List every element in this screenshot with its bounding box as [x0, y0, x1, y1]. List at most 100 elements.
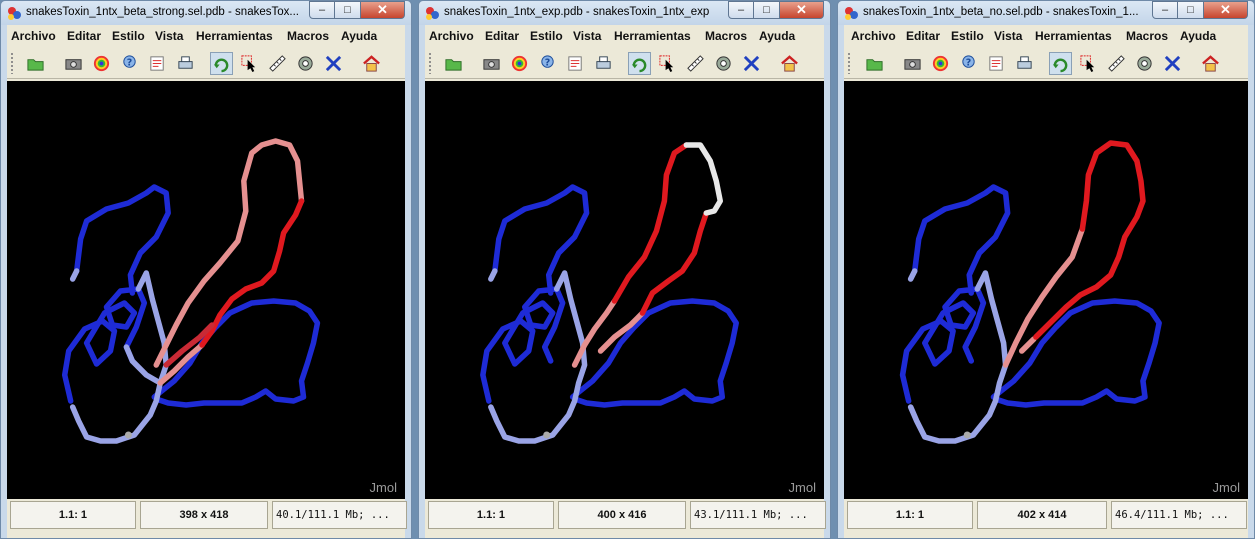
- backbone-segment-light-blue: [907, 268, 1009, 444]
- jmol-watermark: Jmol: [788, 480, 816, 495]
- maximize-button[interactable]: □: [754, 1, 780, 19]
- status-frame: 1.1: 1: [847, 501, 973, 529]
- rainbow-button[interactable]: [90, 52, 113, 75]
- home-button[interactable]: [778, 52, 801, 75]
- script-button[interactable]: [564, 52, 587, 75]
- rotate-button[interactable]: [1049, 52, 1072, 75]
- open-button[interactable]: [442, 52, 465, 75]
- help-icon: ?: [123, 55, 136, 68]
- menu-herramientas[interactable]: Herramientas: [614, 29, 691, 43]
- minimize-button[interactable]: –: [309, 1, 335, 19]
- menu-archivo[interactable]: Archivo: [429, 29, 474, 43]
- menu-editar[interactable]: Editar: [906, 29, 941, 43]
- backbone-segment-pink: [571, 298, 646, 368]
- svg-text:?: ?: [127, 57, 133, 68]
- title-bar[interactable]: snakesToxin_1ntx_exp.pdb - snakesToxin_1…: [419, 1, 830, 25]
- export-image-button[interactable]: [901, 52, 924, 75]
- print-button[interactable]: [174, 52, 197, 75]
- menu-archivo[interactable]: Archivo: [851, 29, 896, 43]
- script-button[interactable]: [985, 52, 1008, 75]
- pick-button[interactable]: [238, 52, 261, 75]
- close-button[interactable]: ✕: [361, 1, 405, 19]
- script-icon: [150, 56, 164, 71]
- menu-estilo[interactable]: Estilo: [112, 29, 145, 43]
- export-image-button[interactable]: [480, 52, 503, 75]
- menu-vista[interactable]: Vista: [994, 29, 1023, 43]
- molecule-viewer[interactable]: Jmol: [844, 81, 1248, 499]
- close-button[interactable]: ✕: [1204, 1, 1248, 19]
- toolbar-grip[interactable]: [10, 52, 14, 74]
- home-button[interactable]: [360, 52, 383, 75]
- delete-button[interactable]: [322, 52, 345, 75]
- menu-editar[interactable]: Editar: [67, 29, 102, 43]
- print-button[interactable]: [1013, 52, 1036, 75]
- maximize-button[interactable]: □: [335, 1, 361, 19]
- measure-button[interactable]: [1105, 52, 1128, 75]
- measure-button[interactable]: [266, 52, 289, 75]
- status-memory: 46.4/111.1 Mb; ...: [1111, 501, 1247, 529]
- menu-macros[interactable]: Macros: [1126, 29, 1169, 43]
- menu-herramientas[interactable]: Herramientas: [196, 29, 273, 43]
- home-button[interactable]: [1199, 52, 1222, 75]
- maximize-icon: □: [763, 4, 770, 16]
- minimize-icon: –: [737, 4, 745, 16]
- menu-ayuda[interactable]: Ayuda: [759, 29, 796, 43]
- spin-button[interactable]: [712, 52, 735, 75]
- pick-button[interactable]: [656, 52, 679, 75]
- menu-bar: Archivo Editar Estilo Vista Herramientas…: [844, 25, 1248, 47]
- print-icon: [596, 56, 611, 69]
- measure-button[interactable]: [684, 52, 707, 75]
- menu-estilo[interactable]: Estilo: [530, 29, 563, 43]
- rainbow-icon: [93, 55, 110, 72]
- menu-vista[interactable]: Vista: [155, 29, 184, 43]
- close-button[interactable]: ✕: [780, 1, 824, 19]
- backbone-segment-blue-left: [899, 184, 1011, 404]
- maximize-button[interactable]: □: [1178, 1, 1204, 19]
- print-icon: [178, 56, 193, 69]
- print-button[interactable]: [592, 52, 615, 75]
- minimize-button[interactable]: –: [1152, 1, 1178, 19]
- toolbar-grip[interactable]: [847, 52, 851, 74]
- menu-vista[interactable]: Vista: [573, 29, 602, 43]
- delete-icon: [325, 55, 342, 72]
- minimize-button[interactable]: –: [728, 1, 754, 19]
- open-icon: [866, 59, 883, 71]
- molecule-viewer[interactable]: Jmol: [7, 81, 405, 499]
- molecule-viewer[interactable]: Jmol: [425, 81, 824, 499]
- menu-ayuda[interactable]: Ayuda: [341, 29, 378, 43]
- help-button[interactable]: ?: [536, 52, 559, 75]
- toolbar: ?: [425, 47, 824, 79]
- backbone-segment-red: [611, 142, 710, 316]
- minimize-icon: –: [1161, 4, 1169, 16]
- open-button[interactable]: [24, 52, 47, 75]
- help-button[interactable]: ?: [118, 52, 141, 75]
- help-button[interactable]: ?: [957, 52, 980, 75]
- export-image-button[interactable]: [62, 52, 85, 75]
- open-button[interactable]: [863, 52, 886, 75]
- menu-editar[interactable]: Editar: [485, 29, 520, 43]
- jmol-window-2: snakesToxin_1ntx_exp.pdb - snakesToxin_1…: [418, 0, 831, 539]
- rotate-button[interactable]: [628, 52, 651, 75]
- title-bar[interactable]: snakesToxin_1ntx_beta_no.sel.pdb - snake…: [838, 1, 1254, 25]
- toolbar-grip[interactable]: [428, 52, 432, 74]
- backbone-segment-blue-left: [480, 184, 590, 404]
- rainbow-button[interactable]: [508, 52, 531, 75]
- spin-button[interactable]: [294, 52, 317, 75]
- svg-text:?: ?: [545, 57, 551, 68]
- menu-estilo[interactable]: Estilo: [951, 29, 984, 43]
- spin-button[interactable]: [1133, 52, 1156, 75]
- svg-text:?: ?: [966, 57, 972, 68]
- pick-button[interactable]: [1077, 52, 1100, 75]
- menu-ayuda[interactable]: Ayuda: [1180, 29, 1217, 43]
- title-bar[interactable]: snakesToxin_1ntx_beta_strong.sel.pdb - s…: [1, 1, 411, 25]
- rotate-button[interactable]: [210, 52, 233, 75]
- menu-herramientas[interactable]: Herramientas: [1035, 29, 1112, 43]
- rainbow-button[interactable]: [929, 52, 952, 75]
- delete-button[interactable]: [740, 52, 763, 75]
- menu-macros[interactable]: Macros: [705, 29, 748, 43]
- menu-macros[interactable]: Macros: [287, 29, 330, 43]
- script-button[interactable]: [146, 52, 169, 75]
- menu-archivo[interactable]: Archivo: [11, 29, 56, 43]
- delete-button[interactable]: [1161, 52, 1184, 75]
- pick-icon: [1080, 55, 1095, 73]
